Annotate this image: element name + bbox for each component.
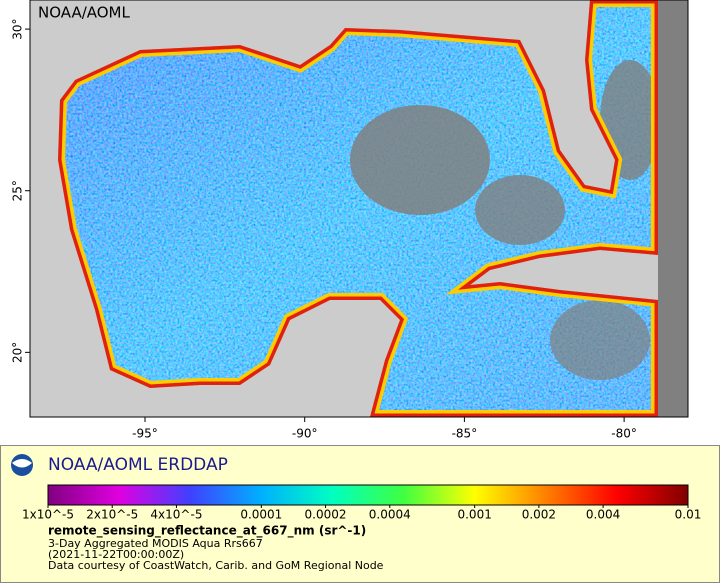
info-line: Data courtesy of CoastWatch, Carib. and … xyxy=(48,559,384,572)
colorbar-tick-label: 0.0001 xyxy=(240,508,282,522)
colorbar-tick-label: 0.004 xyxy=(586,508,620,522)
colorbar-tick-label: 1x10^-5 xyxy=(22,508,74,522)
colorbar-tick-label: 0.01 xyxy=(675,508,702,522)
map-label: NOAA/AOML xyxy=(38,4,131,22)
colorbar-tick-label: 0.0004 xyxy=(369,508,411,522)
x-tick-label: -95° xyxy=(132,427,158,441)
colorbar-ticks: 1x10^-5 2x10^-5 4x10^-5 0.0001 0.0002 0.0004 0… xyxy=(22,505,701,522)
info-line: (2021-11-22T00:00:00Z) xyxy=(48,548,184,561)
colorbar-tick-label: 0.001 xyxy=(457,508,491,522)
legend-panel xyxy=(0,445,720,583)
axes: -95° -90° -85° -80° 20° 25° 30° xyxy=(11,18,637,440)
y-tick-label: 30° xyxy=(11,18,25,39)
map-frame xyxy=(29,0,689,418)
x-tick-label: -90° xyxy=(292,427,318,441)
noaa-logo-bird xyxy=(12,459,32,468)
y-tick-label: 25° xyxy=(11,180,25,201)
x-tick-label: -85° xyxy=(452,427,478,441)
no-data xyxy=(550,300,650,380)
no-data-strip xyxy=(658,0,688,417)
no-data xyxy=(475,175,565,245)
colorbar-tick-label: 0.002 xyxy=(522,508,556,522)
legend-title: NOAA/AOML ERDDAP xyxy=(48,455,228,475)
info-line: 3-Day Aggregated MODIS Aqua Rrs667 xyxy=(48,537,263,550)
no-data xyxy=(350,105,490,215)
variable-name: remote_sensing_reflectance_at_667_nm (sr… xyxy=(48,524,366,539)
colorbar xyxy=(47,484,689,506)
x-tick-label: -80° xyxy=(611,427,637,441)
y-tick-label: 20° xyxy=(11,342,25,363)
colorbar-tick-label: 2x10^-5 xyxy=(86,508,138,522)
colorbar-tick-label: 4x10^-5 xyxy=(150,508,202,522)
colorbar-tick-label: 0.0002 xyxy=(305,508,347,522)
